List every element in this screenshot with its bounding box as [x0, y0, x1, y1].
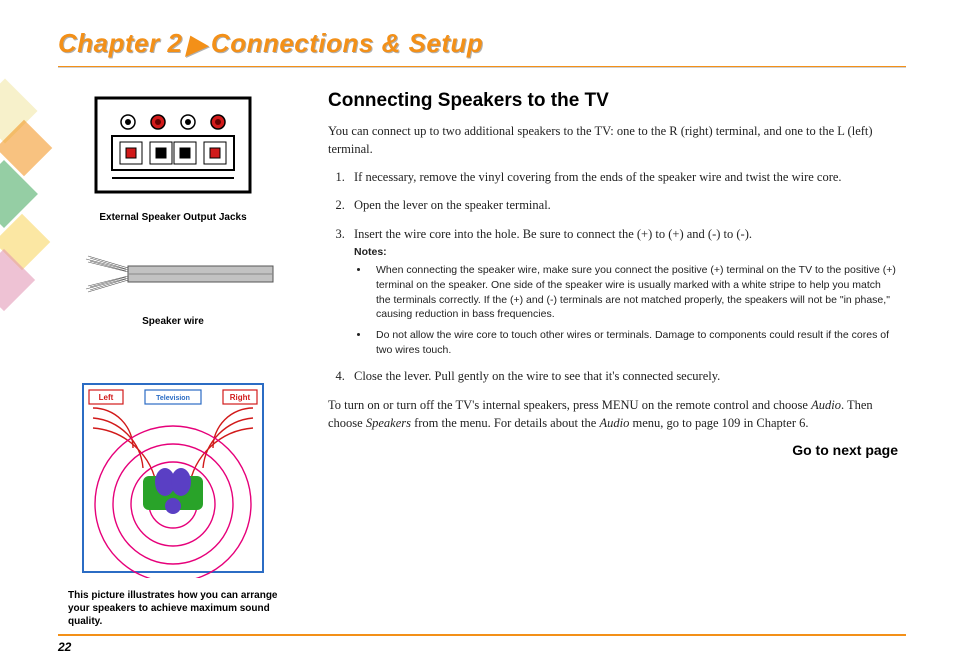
- notes-block: Notes: When connecting the speaker wire,…: [354, 245, 898, 358]
- page-number: 22: [58, 640, 906, 654]
- note-1: When connecting the speaker wire, make s…: [370, 263, 898, 322]
- go-to-next-page[interactable]: Go to next page: [328, 442, 898, 458]
- caption-output-jacks: External Speaker Output Jacks: [58, 211, 288, 224]
- steps-list: If necessary, remove the vinyl covering …: [328, 168, 898, 385]
- chapter-title: Chapter 2▶Connections & Setup Chapter 2▶…: [58, 28, 906, 60]
- figure-arrangement: Television Left Right: [58, 378, 288, 583]
- caption-arrangement: This picture illustrates how you can arr…: [58, 589, 288, 628]
- step-4: Close the lever. Pull gently on the wire…: [348, 367, 898, 385]
- section-title: Connecting Speakers to the TV: [328, 90, 898, 112]
- figure-output-jacks: [58, 90, 288, 205]
- page-footer: 22: [58, 634, 906, 654]
- footer-rule: [58, 634, 906, 636]
- figures-column: External Speaker Output Jacks Speaker wi…: [58, 90, 288, 648]
- step-3: Insert the wire core into the hole. Be s…: [348, 225, 898, 358]
- body-column: Connecting Speakers to the TV You can co…: [328, 90, 906, 648]
- step-1: If necessary, remove the vinyl covering …: [348, 168, 898, 186]
- title-rule: [58, 66, 906, 68]
- intro-text: You can connect up to two additional spe…: [328, 122, 898, 158]
- outro-text: To turn on or turn off the TV's internal…: [328, 396, 898, 432]
- svg-text:Right: Right: [230, 393, 251, 402]
- notes-title: Notes:: [354, 245, 898, 260]
- figure-speaker-wire: [58, 244, 288, 309]
- step-2: Open the lever on the speaker terminal.: [348, 196, 898, 214]
- svg-text:Left: Left: [99, 393, 114, 402]
- caption-speaker-wire: Speaker wire: [58, 315, 288, 328]
- note-2: Do not allow the wire core to touch othe…: [370, 328, 898, 357]
- svg-text:Television: Television: [156, 395, 190, 402]
